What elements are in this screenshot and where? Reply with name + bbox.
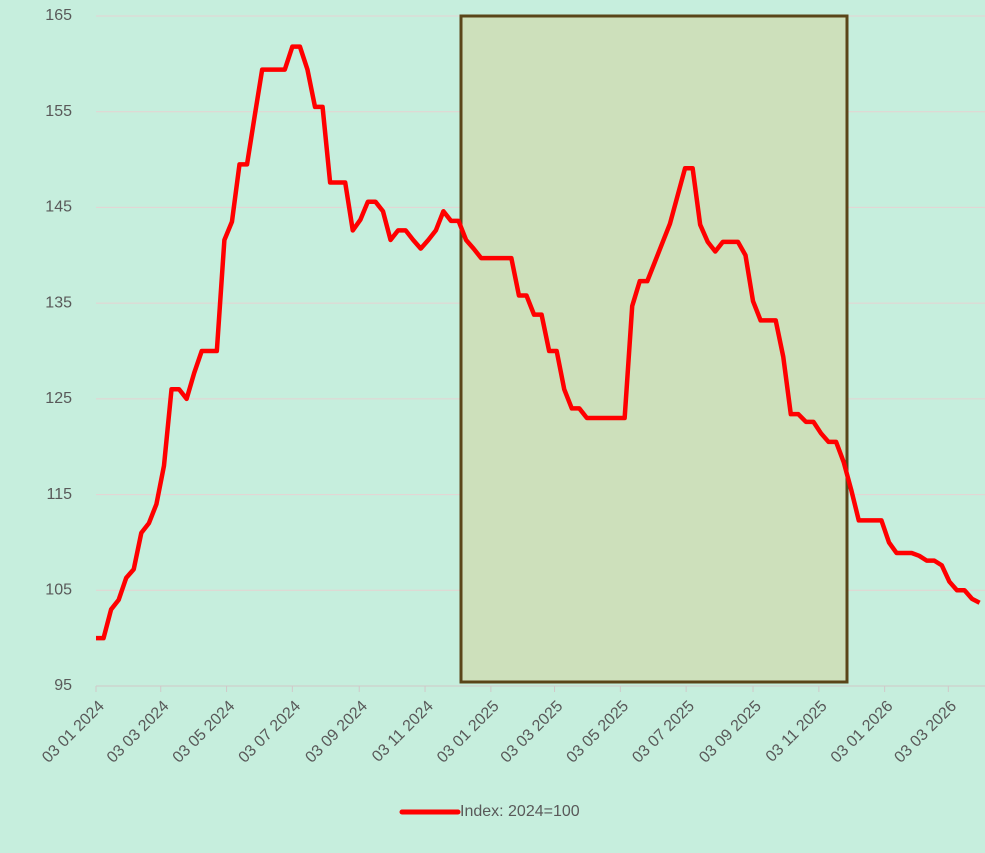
y-tick-label: 165 bbox=[45, 7, 72, 24]
y-tick-label: 135 bbox=[45, 294, 72, 311]
data-line bbox=[96, 44, 981, 641]
y-tick-label: 155 bbox=[45, 103, 72, 120]
y-tick-label: 145 bbox=[45, 199, 72, 216]
legend-label: Index: 2024=100 bbox=[460, 803, 580, 820]
y-tick-label: 115 bbox=[46, 486, 72, 503]
highlight-box bbox=[459, 14, 849, 684]
y-tick-label: 125 bbox=[45, 390, 72, 407]
y-tick-label: 105 bbox=[45, 582, 72, 599]
y-tick-label: 95 bbox=[54, 677, 72, 694]
